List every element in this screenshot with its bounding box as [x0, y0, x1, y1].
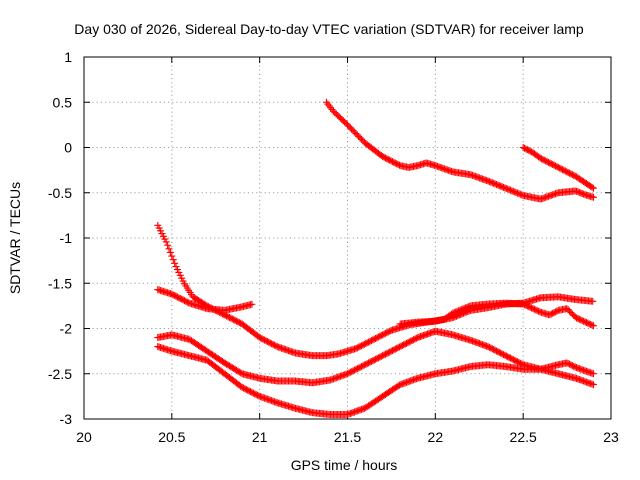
data-point	[171, 259, 179, 267]
series-track-d	[154, 221, 597, 360]
y-tick-label: -3	[60, 411, 73, 427]
x-axis-label: GPS time / hours	[291, 457, 398, 473]
x-tick-label: 20.5	[158, 429, 185, 445]
y-tick-label: 0	[64, 140, 72, 156]
data-point	[165, 245, 173, 253]
y-tick-label: 0.5	[53, 94, 73, 110]
x-tick-label: 22.5	[510, 429, 537, 445]
data-point	[169, 256, 177, 264]
data-point	[248, 300, 256, 308]
data-point	[175, 268, 183, 276]
data-point	[588, 183, 596, 191]
series-track-c	[154, 286, 256, 314]
data-point	[589, 370, 597, 378]
data-point	[589, 184, 597, 192]
x-tick-label: 22	[428, 429, 444, 445]
grid	[84, 57, 611, 419]
data-point	[588, 321, 596, 329]
data-point	[162, 238, 170, 246]
data-point	[164, 241, 172, 249]
series-track-f	[154, 343, 597, 418]
y-tick-label: -1	[60, 230, 73, 246]
series-track-a	[322, 98, 597, 203]
data-point	[178, 274, 186, 282]
data-point	[172, 263, 180, 271]
y-tick-label: -0.5	[48, 185, 72, 201]
x-tick-label: 23	[603, 429, 619, 445]
x-tick-label: 21	[252, 429, 268, 445]
data-point	[173, 265, 181, 273]
series-track-b	[519, 144, 597, 192]
data-point	[589, 381, 597, 389]
y-tick-label: 1	[64, 49, 72, 65]
series-track-g	[396, 293, 597, 328]
data-point	[166, 248, 174, 256]
y-tick-label: -2	[60, 321, 73, 337]
data-point	[589, 297, 597, 305]
data-series	[154, 98, 597, 418]
y-axis-label: SDTVAR / TECUs	[7, 182, 23, 294]
data-point	[589, 322, 597, 330]
x-tick-label: 21.5	[334, 429, 361, 445]
data-point	[168, 252, 176, 260]
axis-ticks: 20 20.5 21 21.5 22 22.5 23 1 0.5 0 -0.5 -1 -1.5 -2 -2.…	[48, 49, 619, 445]
data-point	[589, 193, 597, 201]
y-tick-label: -2.5	[48, 366, 72, 382]
chart-title: Day 030 of 2026, Sidereal Day-to-day VTE…	[74, 21, 584, 37]
x-tick-label: 20	[76, 429, 92, 445]
data-point	[176, 271, 184, 279]
y-tick-label: -1.5	[48, 275, 72, 291]
